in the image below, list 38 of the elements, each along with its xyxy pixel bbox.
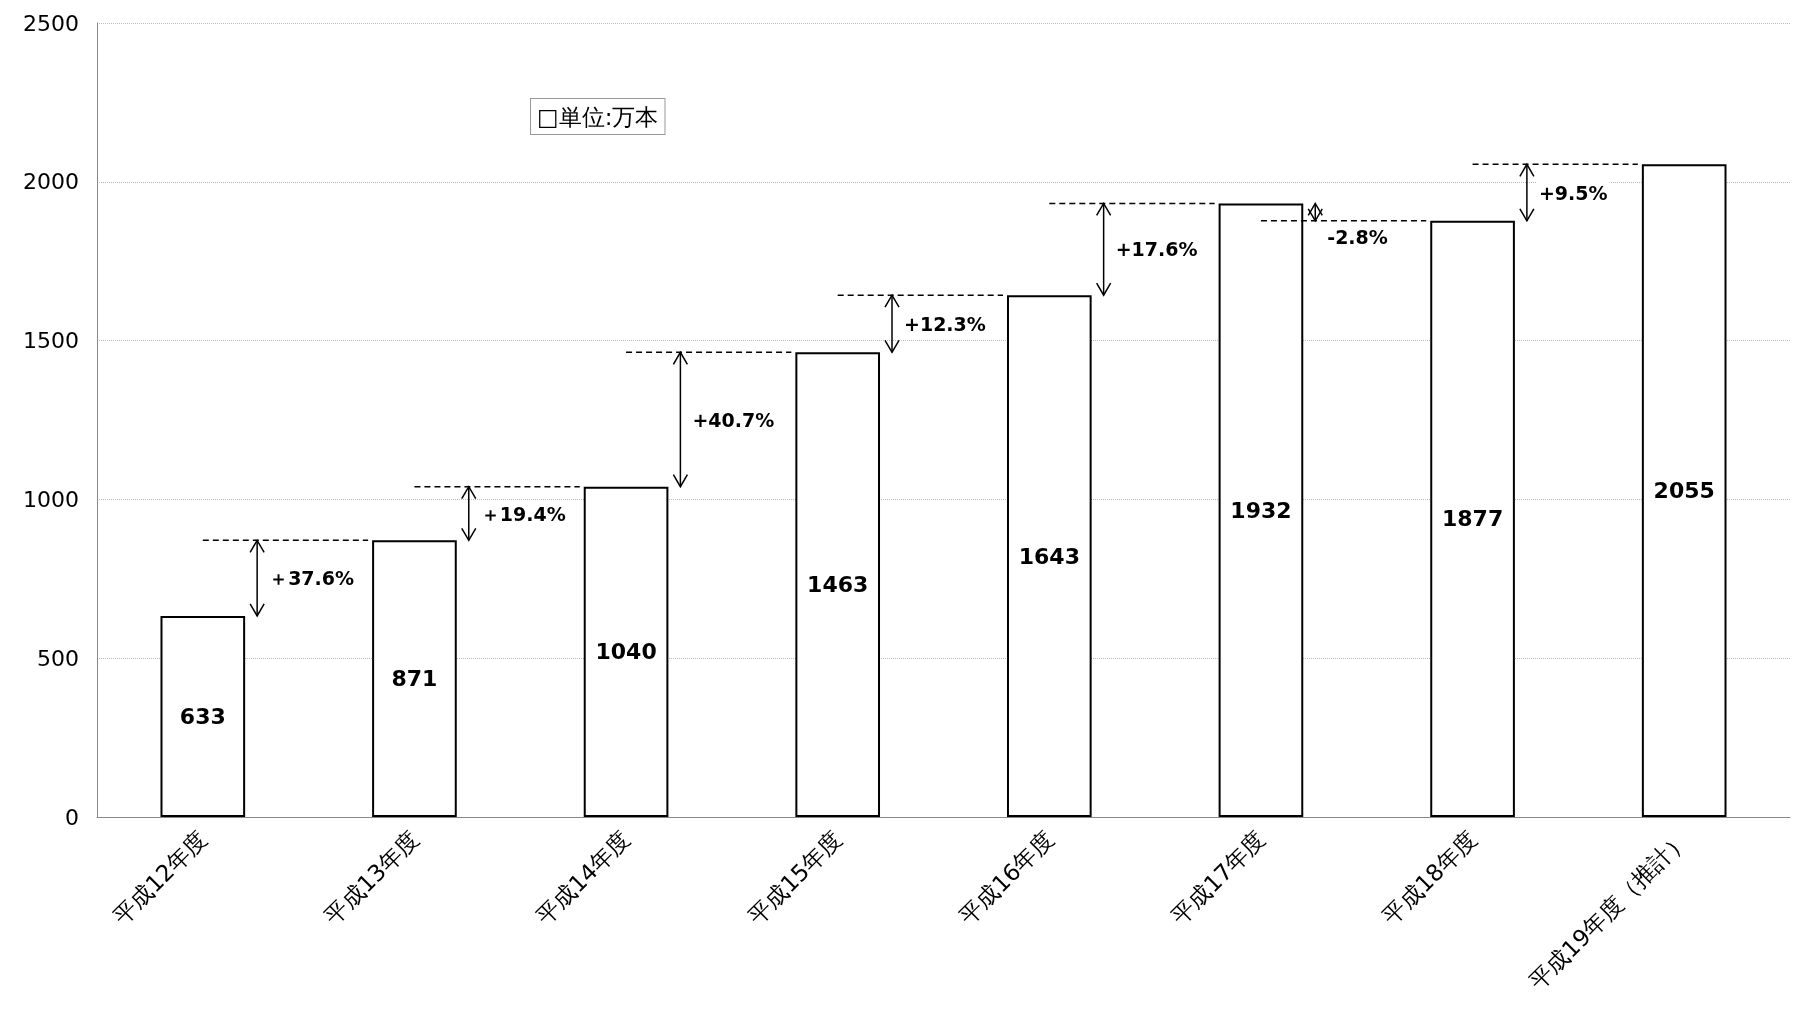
annotation: +12.3% — [904, 312, 986, 335]
bar — [1430, 220, 1515, 817]
bar — [1218, 203, 1304, 817]
data-label: 871 — [391, 666, 438, 692]
x-tick-label: 平成18年度 — [1377, 825, 1482, 930]
x-tick-label: 平成12年度 — [107, 825, 212, 930]
y-tick-label: 500 — [37, 645, 79, 671]
x-tick-label: 平成14年度 — [531, 825, 636, 930]
x-tick-label: 平成13年度 — [319, 825, 424, 930]
data-label: 1040 — [595, 639, 657, 665]
annotation: ＋37.6% — [269, 567, 355, 590]
annotation: □単位:万本 — [537, 103, 659, 130]
annotation: +9.5% — [1538, 181, 1608, 204]
y-tick-label: 1000 — [23, 486, 79, 512]
x-tick-label: 平成17年度 — [1166, 825, 1271, 930]
data-label: 1643 — [1018, 543, 1080, 569]
bar — [160, 615, 246, 817]
y-tick-label: 0 — [65, 804, 79, 830]
data-label: 2055 — [1653, 478, 1715, 504]
bar — [1641, 164, 1727, 817]
bar — [583, 486, 669, 817]
bar — [372, 540, 457, 817]
annotation: -2.8% — [1327, 225, 1388, 248]
data-label: 1877 — [1441, 506, 1504, 532]
x-tick-label: 平成15年度 — [742, 825, 847, 930]
annotation: +17.6% — [1115, 238, 1198, 261]
data-label: 633 — [179, 703, 226, 729]
data-label: 1463 — [807, 572, 869, 598]
bar — [1006, 295, 1092, 817]
y-tick-label: 1500 — [23, 328, 79, 354]
annotation: ＋19.4% — [480, 502, 566, 525]
y-tick-label: 2000 — [23, 169, 79, 195]
data-label: 1932 — [1230, 497, 1292, 523]
bar — [795, 352, 881, 817]
x-tick-label: 平成19年度（推計） — [1524, 825, 1694, 995]
y-tick-label: 2500 — [23, 10, 79, 36]
x-tick-label: 平成16年度 — [954, 825, 1059, 930]
annotation: +40.7% — [692, 408, 775, 431]
